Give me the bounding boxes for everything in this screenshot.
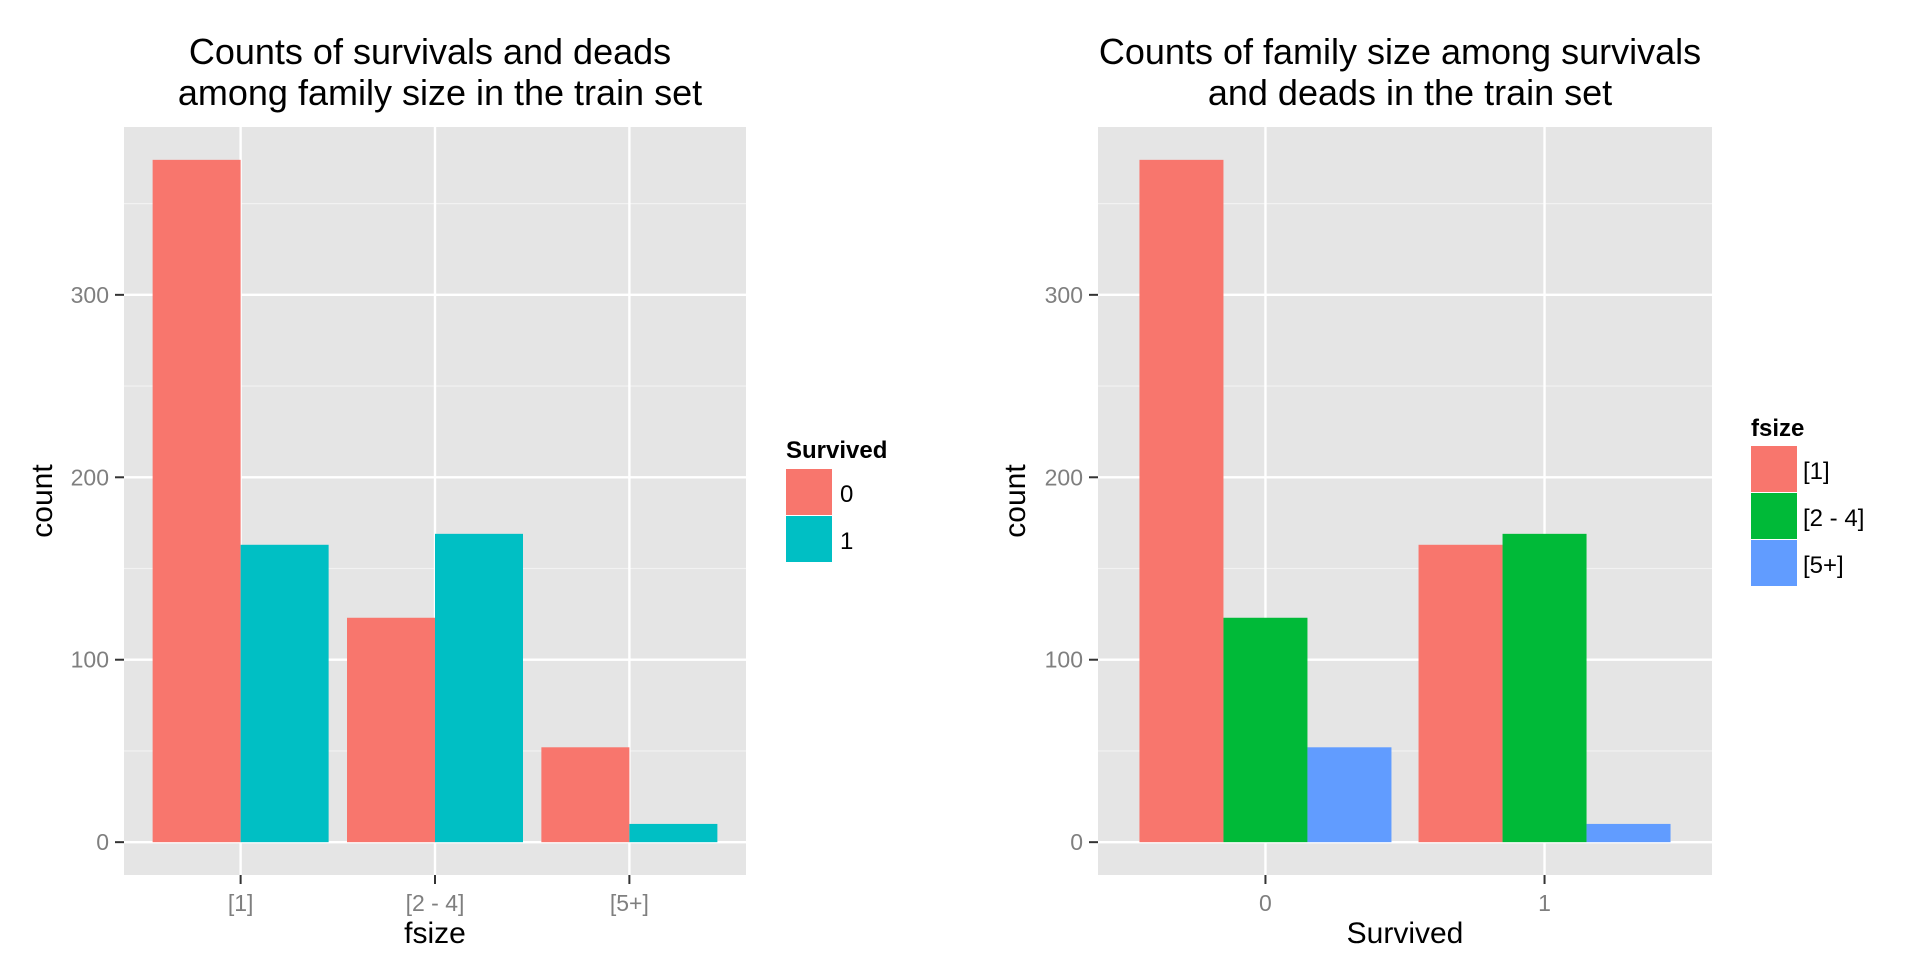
bar-1-series-24 [1502, 533, 1587, 843]
y-tick-label: 300 [1045, 282, 1083, 308]
x-axis-title: Survived [1347, 917, 1464, 950]
y-tick-label: 100 [71, 647, 109, 673]
y-tick-label: 300 [71, 282, 109, 308]
legend-key [1751, 493, 1797, 539]
legend-title: fsize [1751, 415, 1804, 442]
y-tick-label: 100 [1045, 647, 1083, 673]
x-tick-label: [1] [228, 890, 254, 916]
chart-title-line-1: Counts of survivals and deads [189, 31, 671, 72]
bar-0-series-5 [1307, 747, 1392, 843]
legend-label: [1] [1803, 458, 1830, 485]
legend-title: Survived [786, 437, 887, 464]
axis-ticks: 0 100 200 300 0 1 [1045, 282, 1551, 916]
bar-1-series-0 [152, 159, 241, 843]
legend-label: 0 [840, 481, 853, 508]
bar-5-series-0 [541, 747, 630, 843]
legend-label: [5+] [1803, 552, 1844, 579]
legend-item-fsize-2-4: [2 - 4] [1751, 493, 1864, 539]
bar-0-series-24 [1223, 617, 1308, 843]
legend: fsize [1] [2 - 4] [5+] [1751, 415, 1864, 586]
legend-key [1751, 446, 1797, 492]
x-tick-label: [5+] [610, 890, 649, 916]
bar-1-series-1 [1418, 544, 1503, 843]
legend-label: [2 - 4] [1803, 505, 1864, 532]
y-tick-label: 0 [96, 829, 109, 855]
legend-item-fsize-1: [1] [1751, 446, 1830, 492]
x-tick-label: 0 [1259, 890, 1272, 916]
bar-24-series-1 [435, 533, 523, 843]
legend-key [1751, 540, 1797, 586]
legend: Survived 0 1 [786, 437, 887, 562]
chart-title-line-2: and deads in the train set [1208, 72, 1612, 113]
chart-survivals-by-family-size: Counts of survivals and deads among fami… [26, 31, 887, 950]
bar-0-series-1 [1139, 159, 1224, 843]
y-tick-label: 0 [1070, 829, 1083, 855]
legend-item-survived-1: 1 [786, 516, 853, 562]
y-axis-title: count [26, 464, 59, 538]
x-axis-title: fsize [404, 917, 466, 950]
chart-title-line-1: Counts of family size among survivals [1099, 31, 1701, 72]
bar-1-series-5 [1586, 823, 1671, 843]
legend-key [786, 469, 832, 515]
x-tick-label: 1 [1538, 890, 1551, 916]
legend-key [786, 516, 832, 562]
legend-label: 1 [840, 528, 853, 555]
chart-title-line-2: among family size in the train set [178, 72, 702, 113]
y-axis-title: count [999, 464, 1032, 538]
x-tick-label: [2 - 4] [406, 890, 465, 916]
legend-item-survived-0: 0 [786, 469, 853, 515]
y-tick-label: 200 [71, 464, 109, 490]
bars [1139, 159, 1671, 843]
legend-item-fsize-5plus: [5+] [1751, 540, 1844, 586]
y-tick-label: 200 [1045, 464, 1083, 490]
bar-1-series-1 [240, 544, 329, 843]
bar-5-series-1 [629, 823, 718, 843]
bar-24-series-0 [347, 617, 435, 843]
axis-ticks: 0 100 200 300 [1] [2 - 4] [5+] [71, 282, 649, 916]
bars [152, 159, 718, 843]
chart-family-size-by-survival: Counts of family size among survivals an… [999, 31, 1864, 950]
